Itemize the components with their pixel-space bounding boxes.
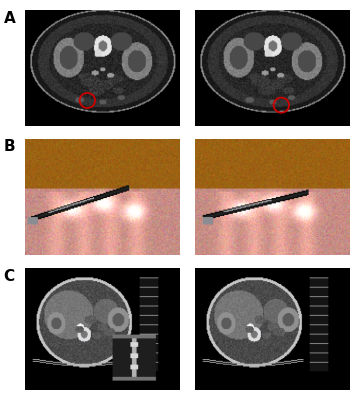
Text: A: A [4,11,15,26]
Text: B: B [4,139,15,154]
Text: C: C [4,269,15,284]
